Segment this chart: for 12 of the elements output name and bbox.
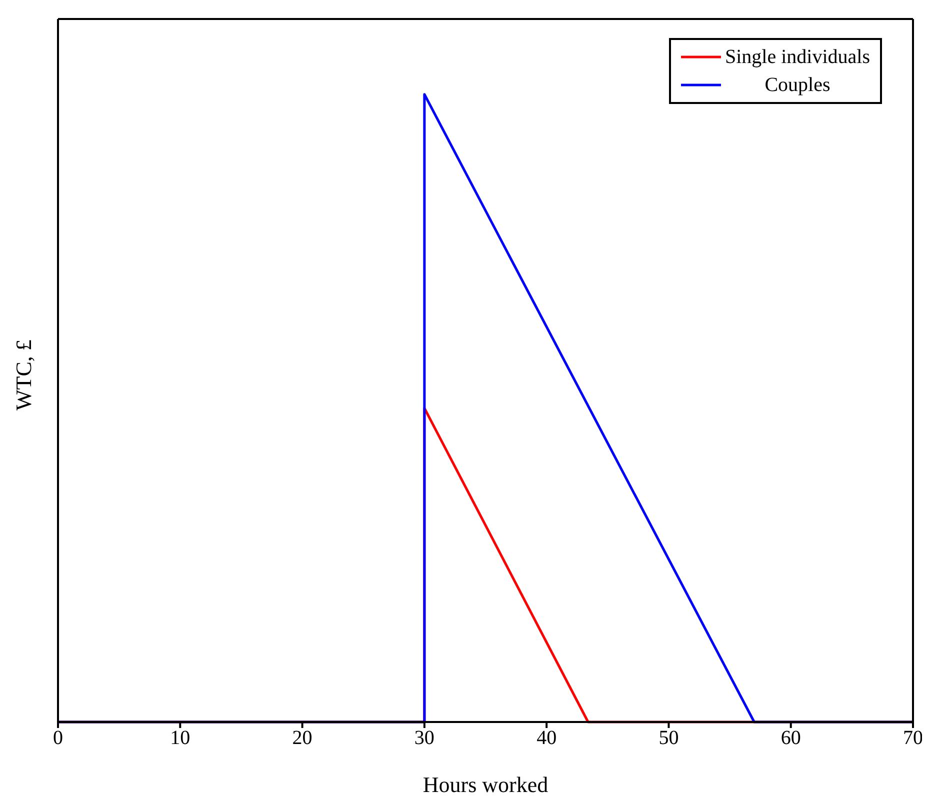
x-tick-label: 10	[170, 727, 190, 750]
x-tick-label: 60	[780, 727, 801, 750]
legend-label: Couples	[764, 73, 832, 98]
x-tick-label: 30	[414, 727, 434, 750]
x-tick-label: 40	[536, 727, 557, 750]
x-tick-label: 70	[903, 727, 923, 750]
x-axis-title: Hours worked	[422, 772, 548, 797]
y-axis-title: WTC, £	[10, 340, 36, 410]
x-tick-label: 20	[292, 727, 312, 750]
x-tick-label: 0	[53, 727, 63, 750]
legend-label: Single individuals	[725, 45, 870, 70]
x-tick-label: 50	[658, 727, 679, 750]
